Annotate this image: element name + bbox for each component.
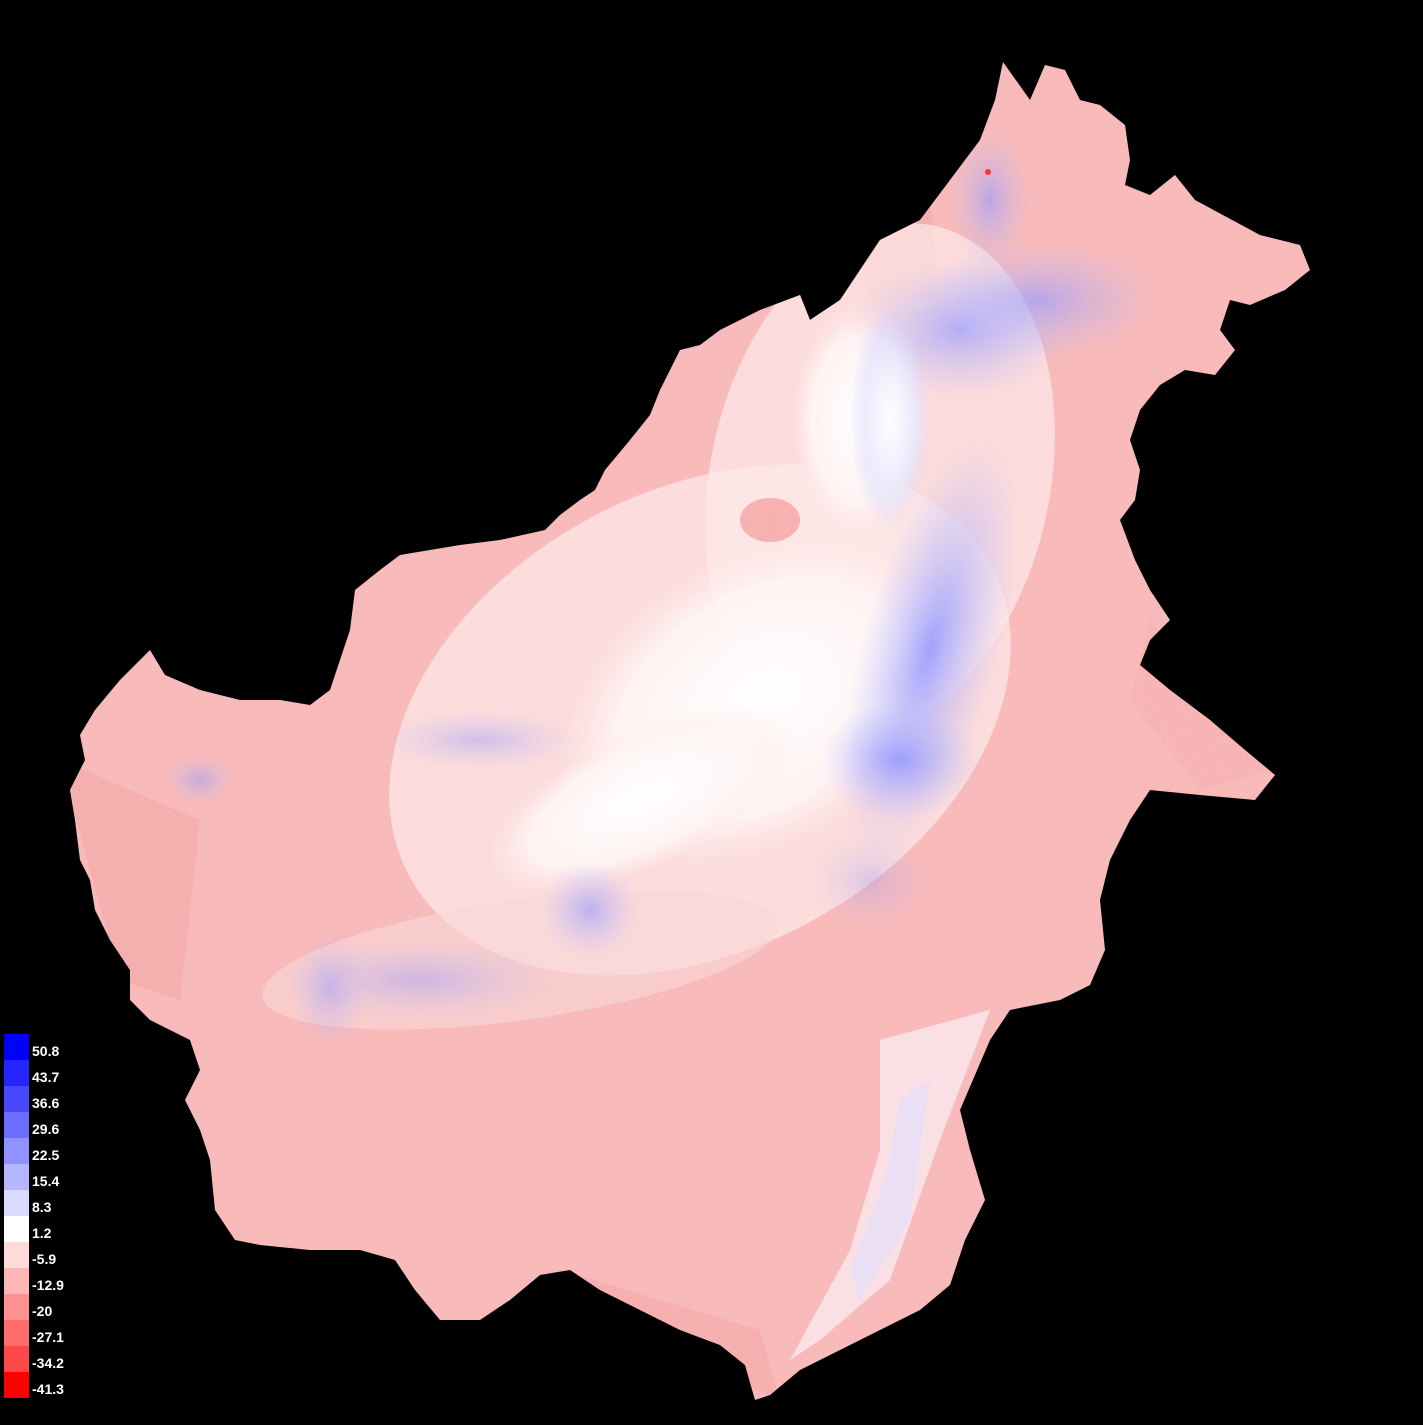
legend-swatch: [4, 1242, 29, 1268]
legend-label: 1.2: [32, 1225, 52, 1241]
legend-label: 43.7: [32, 1069, 60, 1085]
legend-swatch: [4, 1320, 29, 1346]
legend-label: -34.2: [32, 1355, 64, 1371]
legend-item: -12.9: [4, 1268, 94, 1294]
legend-swatch: [4, 1138, 29, 1164]
legend-item: 29.6: [4, 1112, 94, 1138]
legend-item: 1.2: [4, 1216, 94, 1242]
legend-item: 8.3: [4, 1190, 94, 1216]
color-legend: 50.8 43.7 36.6 29.6 22.5 15.4 8.3 1.2 -5.9 -12.9 -…: [4, 1034, 94, 1398]
legend-item: 50.8: [4, 1034, 94, 1060]
legend-swatch: [4, 1268, 29, 1294]
legend-swatch: [4, 1112, 29, 1138]
legend-label: 8.3: [32, 1199, 52, 1215]
legend-swatch: [4, 1190, 29, 1216]
legend-label: -5.9: [32, 1251, 57, 1267]
legend-item: -5.9: [4, 1242, 94, 1268]
legend-label: 50.8: [32, 1043, 60, 1059]
legend-label: 29.6: [32, 1121, 60, 1137]
legend-item: -41.3: [4, 1372, 94, 1398]
legend-item: -27.1: [4, 1320, 94, 1346]
legend-label: -41.3: [32, 1381, 64, 1397]
legend-item: 43.7: [4, 1060, 94, 1086]
legend-swatch: [4, 1086, 29, 1112]
legend-swatch: [4, 1164, 29, 1190]
legend-item: -34.2: [4, 1346, 94, 1372]
legend-swatch: [4, 1372, 29, 1398]
legend-label: -27.1: [32, 1329, 64, 1345]
legend-label: 15.4: [32, 1173, 60, 1189]
legend-item: 22.5: [4, 1138, 94, 1164]
legend-item: 36.6: [4, 1086, 94, 1112]
legend-label: 36.6: [32, 1095, 60, 1111]
legend-label: -12.9: [32, 1277, 64, 1293]
legend-label: -20: [32, 1303, 53, 1319]
legend-swatch: [4, 1346, 29, 1372]
legend-swatch: [4, 1294, 29, 1320]
legend-swatch: [4, 1216, 29, 1242]
legend-label: 22.5: [32, 1147, 60, 1163]
legend-swatch: [4, 1034, 29, 1060]
legend-item: -20: [4, 1294, 94, 1320]
legend-item: 15.4: [4, 1164, 94, 1190]
legend-swatch: [4, 1060, 29, 1086]
